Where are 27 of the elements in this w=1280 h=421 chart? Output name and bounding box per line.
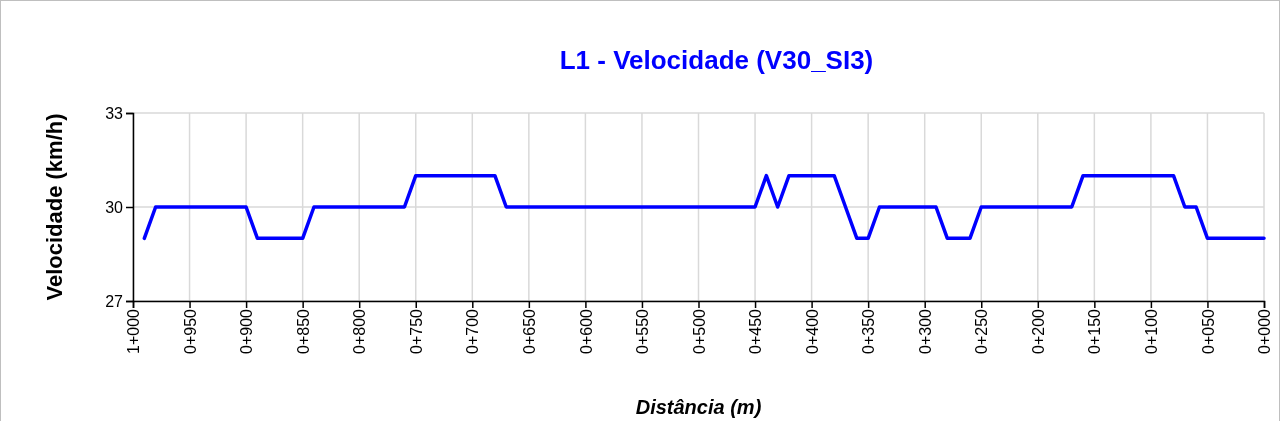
x-tick-label: 0+450 (747, 308, 765, 354)
y-axis-title: Velocidade (km/h) (42, 113, 67, 301)
x-tick-label: 0+900 (238, 308, 256, 354)
x-tick-label: 0+850 (294, 308, 312, 354)
x-tick-label: 0+650 (520, 308, 538, 354)
x-tick-label: 0+200 (1029, 308, 1047, 354)
x-tick-label: 0+150 (1086, 308, 1104, 354)
x-tick-label: 0+350 (860, 308, 878, 354)
x-tick-label: 0+800 (351, 308, 369, 354)
x-tick-label: 0+550 (634, 308, 652, 354)
x-tick-label: 0+950 (181, 308, 199, 354)
x-tick-label: 0+300 (916, 308, 934, 354)
chart-title: L1 - Velocidade (V30_SI3) (559, 45, 874, 75)
x-tick-label: 0+400 (803, 308, 821, 354)
x-tick-label: 1+000 (125, 308, 143, 354)
x-axis-title: Distância (m) (635, 396, 762, 418)
x-tick-label: 0+700 (464, 308, 482, 354)
x-tick-label: 0+100 (1143, 308, 1160, 354)
y-tick-label: 30 (105, 198, 124, 216)
y-tick-label: 27 (105, 292, 124, 310)
x-tick-label: 0+600 (577, 308, 595, 354)
x-tick-label: 0+500 (690, 308, 708, 354)
y-tick-label: 33 (105, 104, 124, 122)
x-tick-label: 0+750 (407, 308, 425, 354)
x-tick-label: 0+050 (1199, 308, 1217, 354)
x-tick-label: 0+000 (1256, 308, 1274, 354)
x-tick-label: 0+250 (973, 308, 991, 354)
